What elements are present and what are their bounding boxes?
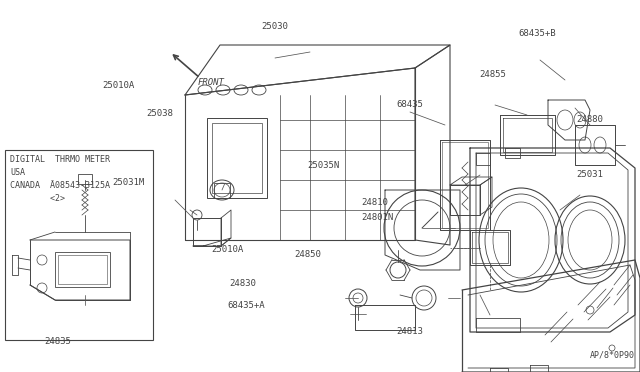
Text: 24830: 24830 (230, 279, 257, 288)
Text: 25010A: 25010A (211, 245, 243, 254)
Text: 25038: 25038 (146, 109, 173, 118)
Text: 24813: 24813 (397, 327, 424, 336)
Text: 25035N: 25035N (307, 161, 339, 170)
Text: <2>: <2> (10, 194, 65, 203)
Text: FRONT: FRONT (198, 78, 225, 87)
Text: AP/8*0P90: AP/8*0P90 (590, 351, 635, 360)
Text: 25031M: 25031M (112, 178, 144, 187)
Bar (55, 252, 110, 287)
Text: 24850: 24850 (294, 250, 321, 259)
Text: DIGITAL  THRMO METER: DIGITAL THRMO METER (10, 155, 110, 164)
Text: 68435: 68435 (396, 100, 423, 109)
Bar (212, 123, 262, 193)
Text: CANADA  Ã08543-3125A: CANADA Ã08543-3125A (10, 181, 110, 190)
Text: 24855: 24855 (479, 70, 506, 79)
Text: 68435+B: 68435+B (519, 29, 556, 38)
Text: 25010A: 25010A (102, 81, 134, 90)
Text: 24835: 24835 (44, 337, 71, 346)
Text: USA: USA (10, 168, 25, 177)
Bar (207, 118, 267, 198)
Text: 25030: 25030 (262, 22, 289, 31)
Bar (78, 174, 92, 184)
Text: 25031: 25031 (576, 170, 603, 179)
Bar (214, 183, 230, 198)
Text: 68435+A: 68435+A (228, 301, 265, 310)
Text: 24801N: 24801N (362, 213, 394, 222)
Text: 24880: 24880 (576, 115, 603, 124)
Text: 24810: 24810 (362, 198, 388, 207)
Bar (5, 150, 153, 340)
Bar (58, 255, 107, 284)
